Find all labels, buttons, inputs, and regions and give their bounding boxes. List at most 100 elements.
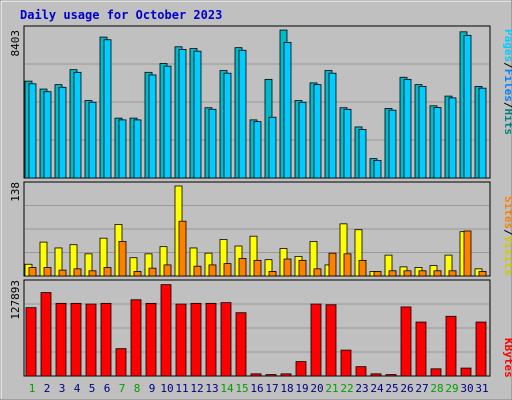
bar-sites-day-13 [208,264,217,277]
legend-sites-visits: Sites/Visits [502,196,512,276]
bar-sites-day-22 [343,253,352,277]
bar-visits-day-29 [444,254,453,277]
bar-visits-day-3 [54,247,63,277]
day-label: 7 [119,382,126,395]
bar-kbytes-day-26 [400,306,412,377]
bar-files-day-14 [223,72,232,179]
day-label: 14 [220,382,234,395]
bar-sites-day-10 [163,264,172,277]
panel-max-label: 8403 [9,30,22,57]
bar-sites-day-29 [448,270,457,277]
legend-kbytes: KBytes [502,338,512,378]
bar-sites-day-30 [463,230,472,277]
bar-files-day-7 [118,119,127,179]
bar-sites-day-11 [178,220,187,277]
bar-kbytes-day-19 [295,361,307,377]
day-label: 22 [340,382,353,395]
legend-entry-kbytes: KBytes [502,338,512,378]
bar-files-day-27 [418,86,427,179]
panel-kbytes: 127893 KBytes [9,279,512,378]
bar-files-day-29 [448,97,457,179]
bar-visits-day-10 [159,246,168,277]
bar-visits-day-12 [189,247,198,277]
day-label: 2 [44,382,51,395]
bar-kbytes-day-21 [325,304,337,377]
bar-files-day-30 [463,34,472,179]
day-label: 30 [460,382,473,395]
bar-visits-day-25 [384,254,393,277]
panel-max-label: 127893 [9,280,22,320]
bar-visits-day-20 [309,241,318,277]
day-label: 4 [74,382,81,395]
bar-files-day-16 [253,121,262,179]
bar-kbytes-day-18 [280,373,292,377]
bar-kbytes-day-13 [205,302,217,377]
bar-sites-day-21 [328,252,337,277]
bar-files-day-18 [283,41,292,179]
bar-sites-day-12 [193,265,202,277]
bar-files-day-12 [193,50,202,179]
legend-entry-separator: / [502,229,512,236]
day-label: 8 [134,382,141,395]
bar-kbytes-day-28 [430,368,442,377]
bar-sites-day-6 [103,267,112,277]
bar-kbytes-day-25 [385,374,397,377]
bar-sites-day-26 [403,270,412,277]
bar-files-day-24 [373,159,382,179]
bar-kbytes-day-5 [85,303,97,377]
day-label: 26 [400,382,413,395]
bar-kbytes-day-31 [475,321,487,377]
bar-visits-day-2 [39,241,48,277]
bar-sites-day-2 [43,267,52,277]
day-label: 15 [235,382,248,395]
legend-entry-pages: Pages [502,29,512,62]
legend-entry-hits: Hits [502,109,512,136]
bar-visits-day-16 [249,235,258,277]
bar-sites-day-31 [478,271,487,277]
day-label: 21 [325,382,338,395]
chart-title: Daily usage for October 2023 [20,8,222,22]
legend-entry-sites: Sites [502,196,512,229]
bar-kbytes-day-12 [190,302,202,377]
panel-pages-files-hits: 8403 Pages/Files/Hits [9,25,512,179]
panel-sites-visits: 138 Sites/Visits [9,181,512,277]
bar-sites-day-7 [118,241,127,277]
bar-files-day-1 [28,83,37,179]
day-label: 29 [445,382,458,395]
bar-files-day-20 [313,84,322,179]
bar-kbytes-day-15 [235,312,247,377]
bar-sites-day-15 [238,257,247,277]
day-label: 27 [415,382,428,395]
bar-sites-day-28 [433,270,442,277]
bar-kbytes-day-3 [55,302,67,377]
bar-sites-day-20 [313,268,322,277]
day-label: 3 [59,382,66,395]
day-label: 12 [190,382,203,395]
bar-kbytes-day-30 [460,367,472,377]
bar-files-day-23 [358,129,367,179]
bar-kbytes-day-24 [370,373,382,377]
bar-visits-day-9 [144,253,153,277]
x-axis-day-labels: 1 2 3 4 5 6 7 8 9 10 11 12 13 14 15 16 17 18 19 20 21 22 23 24 2… [29,382,489,395]
bar-visits-day-5 [84,253,93,277]
day-label: 31 [475,382,488,395]
bar-files-day-13 [208,108,217,179]
day-label: 23 [355,382,368,395]
bar-files-day-28 [433,107,442,179]
bar-files-day-8 [133,119,142,179]
bar-files-day-9 [148,74,157,179]
day-label: 18 [280,382,293,395]
bar-visits-day-6 [99,237,108,277]
legend-entry-separator: / [502,62,512,69]
bar-sites-day-9 [148,267,157,277]
bars-group [24,29,487,179]
day-label: 1 [29,382,36,395]
day-label: 9 [149,382,156,395]
bars-group [24,185,487,277]
bars-group [25,284,487,377]
bar-kbytes-day-27 [415,321,427,377]
bar-sites-day-25 [388,270,397,277]
bar-files-day-3 [58,86,67,179]
bar-files-day-19 [298,101,307,179]
